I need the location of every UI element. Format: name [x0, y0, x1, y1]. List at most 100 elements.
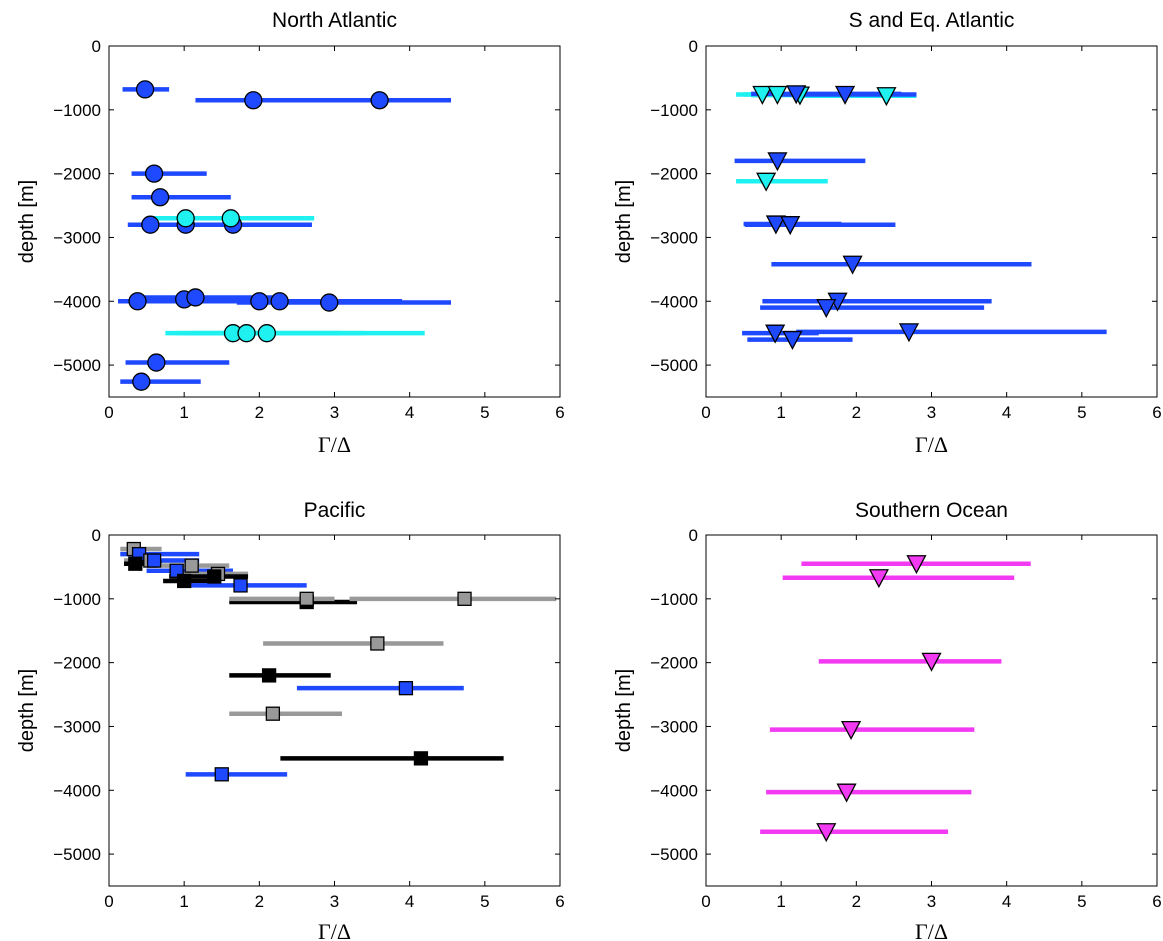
data-point: [265, 706, 281, 721]
data-point: [370, 636, 385, 651]
y-tick-label: −5000: [53, 356, 101, 375]
data-point: [840, 720, 862, 741]
x-tick-label: 5: [1077, 892, 1086, 911]
data-point: [150, 188, 170, 207]
data-point: [128, 556, 143, 571]
data-point: [207, 569, 222, 584]
y-tick-label: −1000: [53, 590, 101, 609]
data-point: [184, 558, 199, 573]
plot-area: 0 1 2 3 4 5 6 0 −1000 −2000 −3000 −4000 −5000: [53, 526, 564, 911]
data-point: [177, 573, 192, 589]
x-tick-label: 4: [1002, 892, 1011, 911]
data-point: [767, 152, 788, 172]
y-tick-label: −4000: [650, 292, 698, 311]
data-point: [765, 215, 786, 235]
data-point: [780, 216, 801, 236]
data-point: [135, 80, 155, 99]
x-tick-label: 1: [776, 892, 785, 911]
x-tick-label: 3: [927, 403, 936, 422]
data-point: [756, 172, 777, 192]
panel-southern-ocean: Southern Ocean Γ/Δ depth [m] 0 1 2 3 4 5 6 0 −10…: [613, 499, 1162, 941]
x-tick-label: 0: [701, 403, 710, 422]
x-tick-label: 6: [1152, 892, 1161, 911]
y-axis-label: depth [m]: [16, 669, 38, 752]
x-tick-label: 1: [776, 403, 785, 422]
data-point: [233, 578, 248, 593]
data-point: [370, 91, 389, 110]
x-tick-label: 4: [405, 403, 414, 422]
data-point: [765, 324, 786, 344]
x-tick-label: 2: [255, 403, 264, 422]
data-point: [816, 299, 837, 319]
data-point: [250, 292, 269, 311]
data-point: [141, 215, 160, 234]
panel-pacific: Pacific Γ/Δ depth [m] 0 1 2 3 4 5 6 0 −1000 −2000…: [16, 499, 565, 941]
data-point: [767, 85, 788, 105]
data-point: [834, 85, 856, 105]
y-tick-label: 0: [92, 526, 101, 545]
x-tick-label: 0: [701, 892, 710, 911]
x-tick-label: 3: [927, 892, 936, 911]
y-axis-label: depth [m]: [613, 669, 635, 752]
data-point: [906, 555, 927, 575]
y-tick-label: −3000: [650, 228, 698, 247]
data-point: [816, 823, 837, 843]
x-tick-label: 4: [1002, 403, 1011, 422]
y-axis-label: depth [m]: [613, 180, 635, 263]
chart-title: North Atlantic: [272, 9, 397, 32]
data-point: [876, 87, 897, 107]
x-axis-label: Γ/Δ: [915, 432, 948, 457]
data-point: [147, 353, 166, 372]
y-tick-label: −3000: [650, 717, 698, 736]
y-tick-label: −5000: [53, 845, 101, 864]
data-point: [186, 288, 205, 307]
plot-area: 0 1 2 3 4 5 6 0 −1000 −2000 −3000 −4000 −5000: [650, 526, 1161, 911]
x-tick-label: 5: [1077, 403, 1086, 422]
x-axis-label: Γ/Δ: [318, 919, 351, 941]
data-point: [320, 293, 339, 312]
data-point: [782, 330, 803, 350]
y-tick-label: 0: [689, 526, 698, 545]
x-axis-label: Γ/Δ: [318, 432, 351, 457]
x-tick-label: 6: [555, 892, 564, 911]
x-tick-label: 2: [852, 892, 861, 911]
plot-area: 0 1 2 3 4 5 6 0 −1000 −2000 −3000 −4000 −5000: [53, 37, 564, 422]
data-point: [221, 209, 240, 228]
data-point: [752, 85, 773, 105]
chart-title: Pacific: [304, 499, 366, 522]
data-point: [299, 591, 314, 606]
data-point: [176, 209, 195, 228]
x-tick-label: 2: [852, 403, 861, 422]
y-tick-label: −2000: [650, 654, 698, 673]
y-tick-label: −2000: [53, 165, 101, 184]
y-tick-label: −4000: [53, 781, 101, 800]
data-point: [457, 591, 472, 606]
y-tick-label: −5000: [650, 845, 698, 864]
x-tick-label: 5: [480, 892, 489, 911]
x-tick-label: 1: [179, 892, 188, 911]
x-tick-label: 2: [255, 892, 264, 911]
data-point: [842, 255, 863, 275]
x-tick-label: 1: [179, 403, 188, 422]
y-tick-label: −3000: [53, 717, 101, 736]
y-tick-label: −1000: [650, 590, 698, 609]
y-tick-label: −2000: [650, 165, 698, 184]
y-tick-label: 0: [92, 37, 101, 56]
x-tick-label: 3: [330, 892, 339, 911]
data-point: [146, 553, 162, 568]
data-point: [921, 652, 942, 672]
x-tick-label: 0: [104, 403, 113, 422]
y-tick-label: −3000: [53, 228, 101, 247]
x-axis-label: Γ/Δ: [915, 919, 948, 941]
y-axis-label: depth [m]: [16, 180, 38, 263]
data-point: [144, 164, 164, 183]
data-point: [786, 85, 807, 105]
y-tick-label: −1000: [53, 101, 101, 120]
x-tick-label: 4: [405, 892, 414, 911]
panel-north-atlantic: North Atlantic Γ/Δ depth [m] 0 1 2 3 4 5 6 0 −10…: [16, 9, 565, 457]
data-point: [244, 91, 263, 110]
data-point: [398, 681, 414, 696]
chart-title: Southern Ocean: [855, 499, 1008, 522]
data-point: [836, 783, 857, 803]
